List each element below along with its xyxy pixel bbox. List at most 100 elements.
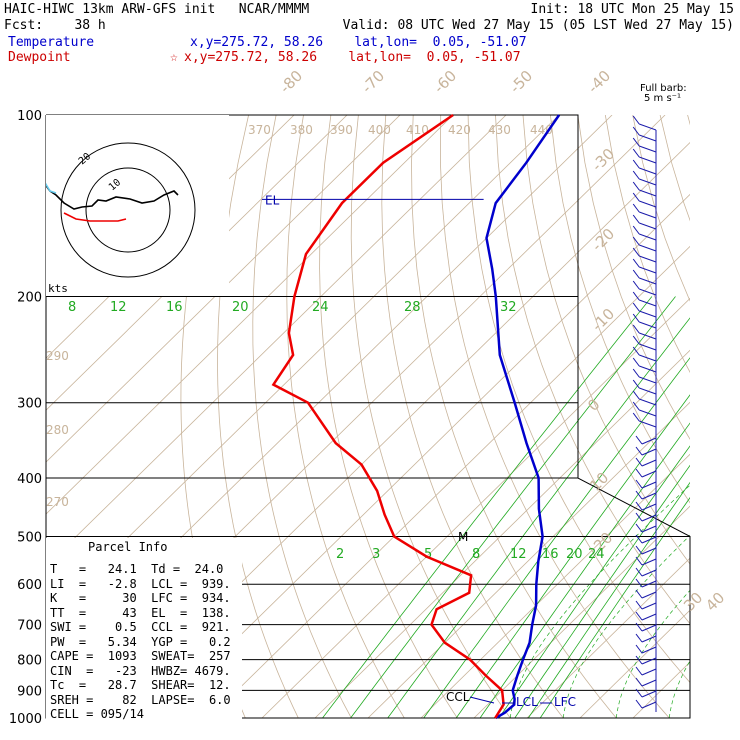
wind-barb-shaft — [639, 244, 657, 252]
isotherm-label: -40 — [584, 67, 614, 97]
parcel-row: TT = 43 EL = 138. — [50, 605, 231, 620]
parcel-row: SWI = 0.5 CCL = 921. — [50, 620, 231, 634]
el-label: EL — [265, 193, 280, 207]
wind-barb-flag — [632, 269, 640, 279]
wind-barb-flag — [632, 203, 640, 213]
theta-label: 420 — [448, 123, 471, 137]
isotherm-label: 0 — [584, 395, 603, 414]
moist-adiabat-line — [668, 660, 690, 718]
dry-adiabat-line — [439, 115, 670, 718]
wind-barb-flag — [635, 446, 643, 456]
wind-barb-flag — [635, 490, 643, 500]
parcel-row: CIN = -23 HWBZ= 4679. — [50, 663, 231, 678]
dewpoint-coords: x,y=275.72, 58.26 lat,lon= 0.05, -51.07 — [184, 50, 521, 65]
barb-legend-line2: 5 m s⁻¹ — [644, 93, 681, 104]
wind-barb-shaft — [639, 343, 657, 351]
wind-barb-flag — [632, 214, 640, 224]
theta-label: 290 — [46, 349, 69, 363]
wind-barb-flag — [635, 567, 643, 577]
wind-barb-flag — [635, 677, 643, 687]
wind-barb-shaft — [639, 200, 657, 208]
isotherm-label: 40 — [702, 589, 728, 615]
wind-barb-shaft — [639, 134, 657, 142]
hodograph-ring-label-20: 20 — [77, 151, 93, 167]
dry-adiabat-line — [687, 115, 690, 126]
wind-barb-flag — [632, 346, 640, 356]
wind-barb-shaft — [639, 178, 657, 186]
wind-barb-shaft — [639, 167, 657, 175]
mixing-ratio-line — [350, 296, 676, 718]
wind-barb-shaft — [641, 624, 657, 632]
wind-barb-shaft — [641, 459, 657, 467]
pressure-tick-label: 1000 — [9, 712, 42, 727]
wind-barb-flag — [632, 412, 640, 422]
theta-label: 280 — [46, 423, 69, 437]
mixing-ratio-label: 20 — [566, 547, 583, 562]
temperature-legend-label: Temperature — [8, 35, 95, 50]
wind-barb-shaft — [641, 492, 657, 500]
parcel-row: CELL = 095/14 — [50, 707, 144, 721]
wind-barb-flag — [632, 258, 640, 268]
wind-barb-shaft — [641, 602, 657, 610]
wind-barb-flag — [635, 468, 643, 478]
wind-barb-flag — [635, 512, 643, 522]
isotherm-label: -60 — [430, 67, 460, 97]
wind-barb-flag — [632, 115, 640, 125]
pressure-tick-label: 300 — [17, 397, 42, 412]
wind-barb-shaft — [639, 409, 657, 417]
mixing-ratio-label: 2 — [336, 547, 344, 562]
mixing-ratio-label: 16 — [542, 547, 559, 562]
wind-barb-shaft — [641, 591, 657, 599]
mixing-ratio-label: 24 — [312, 300, 329, 315]
theta-label: 270 — [46, 495, 69, 509]
theta-label: 410 — [406, 123, 429, 137]
wind-barb-shaft — [641, 558, 657, 566]
wind-barb-shaft — [641, 437, 657, 445]
wind-barb-shaft — [639, 123, 657, 131]
isotherm-line — [579, 609, 690, 718]
dry-adiabat-line — [286, 115, 405, 718]
moist-adiabat-line — [509, 484, 690, 718]
wind-barb-shaft — [641, 613, 657, 621]
wind-barb-flag — [635, 523, 643, 533]
valid-time: Valid: 08 UTC Wed 27 May 15 (05 LST Wed … — [342, 18, 734, 33]
wind-barb-flag — [635, 435, 643, 445]
wind-barb-flag — [635, 589, 643, 599]
wind-barb-shaft — [639, 288, 657, 296]
wind-barb-shaft — [639, 310, 657, 318]
mixing-ratio-label: 32 — [500, 300, 517, 315]
wind-barb-flag — [635, 501, 643, 511]
wind-barb-shaft — [641, 536, 657, 544]
dry-adiabat-line — [381, 115, 564, 718]
hodograph-trace — [46, 184, 179, 210]
pressure-tick-label: 400 — [17, 472, 42, 487]
dewpoint-star-icon: ☆ — [170, 50, 178, 65]
wind-barb-flag — [635, 479, 643, 489]
wind-barb-flag — [632, 280, 640, 290]
barb-legend-line1: Full barb: — [640, 83, 687, 94]
wind-barb-shaft — [639, 299, 657, 307]
mixing-ratio-label: 24 — [588, 547, 605, 562]
isotherm-label: -20 — [588, 225, 618, 255]
wind-barb-flag — [632, 225, 640, 235]
hodograph-trace-upper — [46, 182, 57, 194]
dewpoint-trace — [271, 113, 505, 719]
wind-barb-shaft — [639, 189, 657, 197]
lfc-label: LFC — [554, 695, 576, 709]
isotherm-label: -70 — [358, 67, 388, 97]
wind-barb-shaft — [641, 701, 657, 709]
wind-barb-shaft — [641, 690, 657, 698]
wind-barb-shaft — [641, 481, 657, 489]
temperature-coords: x,y=275.72, 58.26 lat,lon= 0.05, -51.07 — [190, 35, 527, 50]
wind-barb-flag — [632, 390, 640, 400]
init-time: Init: 18 UTC Mon 25 May 15 — [530, 2, 735, 17]
dry-adiabat-line — [319, 115, 458, 718]
wind-barb-shaft — [641, 547, 657, 555]
mixing-ratio-label: 3 — [372, 547, 380, 562]
wind-barb-flag — [632, 335, 640, 345]
wind-barb-flag — [632, 137, 640, 147]
wind-barb-flag — [635, 688, 643, 698]
dry-adiabat-line — [715, 115, 740, 718]
mixing-ratio-line — [387, 317, 690, 718]
